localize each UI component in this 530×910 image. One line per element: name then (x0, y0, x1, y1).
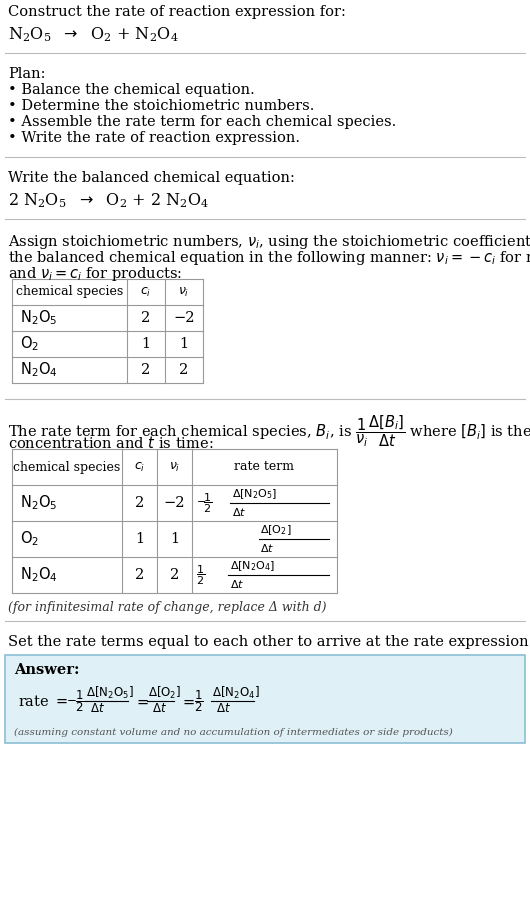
Text: $\Delta[\mathrm{O_2}]$: $\Delta[\mathrm{O_2}]$ (148, 685, 181, 701)
Text: $\mathregular{N_2O_4}$: $\mathregular{N_2O_4}$ (20, 566, 58, 584)
Text: 2: 2 (142, 311, 151, 325)
Text: Set the rate terms equal to each other to arrive at the rate expression:: Set the rate terms equal to each other t… (8, 635, 530, 649)
Text: 2: 2 (170, 568, 179, 582)
Text: Assign stoichiometric numbers, $\nu_i$, using the stoichiometric coefficients, $: Assign stoichiometric numbers, $\nu_i$, … (8, 233, 530, 251)
Text: $=$: $=$ (180, 693, 196, 709)
Text: 2: 2 (179, 363, 189, 377)
Text: and $\nu_i = c_i$ for products:: and $\nu_i = c_i$ for products: (8, 265, 182, 283)
Text: −2: −2 (164, 496, 186, 510)
Text: $\Delta t$: $\Delta t$ (90, 703, 105, 715)
Text: $\mathregular{O_2}$: $\mathregular{O_2}$ (20, 530, 39, 549)
Text: rate $=$: rate $=$ (18, 693, 68, 709)
Text: $\mathregular{O_2}$: $\mathregular{O_2}$ (20, 335, 39, 353)
Text: $-\!\dfrac{1}{2}$: $-\!\dfrac{1}{2}$ (196, 491, 213, 515)
Text: the balanced chemical equation in the following manner: $\nu_i = -c_i$ for react: the balanced chemical equation in the fo… (8, 249, 530, 267)
Text: $\Delta t$: $\Delta t$ (216, 703, 231, 715)
Text: $\Delta[\mathrm{N_2O_5}]$: $\Delta[\mathrm{N_2O_5}]$ (232, 488, 277, 501)
Text: rate term: rate term (234, 460, 295, 473)
Text: 1: 1 (135, 532, 144, 546)
Text: $\nu_i$: $\nu_i$ (169, 460, 180, 473)
Text: $\mathregular{N_2O_5}$: $\mathregular{N_2O_5}$ (20, 308, 57, 328)
Text: −2: −2 (173, 311, 195, 325)
Text: chemical species: chemical species (16, 286, 123, 298)
Text: $\Delta[\mathrm{N_2O_4}]$: $\Delta[\mathrm{N_2O_4}]$ (212, 685, 260, 701)
Text: $\Delta t$: $\Delta t$ (230, 578, 244, 590)
Text: 1: 1 (170, 532, 179, 546)
Text: 2: 2 (135, 568, 144, 582)
Text: • Write the rate of reaction expression.: • Write the rate of reaction expression. (8, 131, 300, 145)
Text: concentration and $t$ is time:: concentration and $t$ is time: (8, 435, 214, 451)
Text: Write the balanced chemical equation:: Write the balanced chemical equation: (8, 171, 295, 185)
FancyBboxPatch shape (5, 655, 525, 743)
Text: Plan:: Plan: (8, 67, 46, 81)
Text: chemical species: chemical species (13, 460, 121, 473)
Text: $\Delta t$: $\Delta t$ (152, 703, 167, 715)
Text: $\nu_i$: $\nu_i$ (178, 286, 190, 298)
Text: $\Delta t$: $\Delta t$ (232, 505, 246, 518)
Text: 2 $\mathregular{N_2O_5}$  $\rightarrow$  $\mathregular{O_2}$ + 2 $\mathregular{N: 2 $\mathregular{N_2O_5}$ $\rightarrow$ $… (8, 191, 209, 209)
Text: 2: 2 (142, 363, 151, 377)
Text: • Assemble the rate term for each chemical species.: • Assemble the rate term for each chemic… (8, 115, 396, 129)
Text: 1: 1 (180, 337, 189, 351)
Text: 1: 1 (142, 337, 151, 351)
Text: $\Delta[\mathrm{O_2}]$: $\Delta[\mathrm{O_2}]$ (261, 523, 292, 538)
Text: $\mathregular{N_2O_5}$  $\rightarrow$  $\mathregular{O_2}$ + $\mathregular{N_2O_: $\mathregular{N_2O_5}$ $\rightarrow$ $\m… (8, 25, 179, 44)
Text: $=$: $=$ (134, 693, 149, 709)
Text: $\Delta[\mathrm{N_2O_5}]$: $\Delta[\mathrm{N_2O_5}]$ (86, 685, 134, 701)
Text: 2: 2 (135, 496, 144, 510)
Text: $c_i$: $c_i$ (140, 286, 152, 298)
Text: $\dfrac{1}{2}$: $\dfrac{1}{2}$ (196, 563, 205, 587)
Text: $\mathregular{N_2O_4}$: $\mathregular{N_2O_4}$ (20, 360, 58, 379)
Text: $\dfrac{1}{2}$: $\dfrac{1}{2}$ (194, 688, 204, 713)
Text: $\Delta t$: $\Delta t$ (261, 541, 275, 553)
Text: (assuming constant volume and no accumulation of intermediates or side products): (assuming constant volume and no accumul… (14, 728, 453, 737)
Text: $\Delta[\mathrm{N_2O_4}]$: $\Delta[\mathrm{N_2O_4}]$ (230, 560, 275, 573)
Text: The rate term for each chemical species, $B_i$, is $\dfrac{1}{\nu_i}\dfrac{\Delt: The rate term for each chemical species,… (8, 413, 530, 449)
Text: Construct the rate of reaction expression for:: Construct the rate of reaction expressio… (8, 5, 346, 19)
Text: $-\dfrac{1}{2}$: $-\dfrac{1}{2}$ (66, 688, 85, 713)
Text: Answer:: Answer: (14, 663, 80, 677)
Text: • Determine the stoichiometric numbers.: • Determine the stoichiometric numbers. (8, 99, 314, 113)
Text: $\mathregular{N_2O_5}$: $\mathregular{N_2O_5}$ (20, 493, 57, 512)
Text: • Balance the chemical equation.: • Balance the chemical equation. (8, 83, 255, 97)
Text: (for infinitesimal rate of change, replace Δ with d): (for infinitesimal rate of change, repla… (8, 601, 326, 614)
Text: $c_i$: $c_i$ (134, 460, 145, 473)
